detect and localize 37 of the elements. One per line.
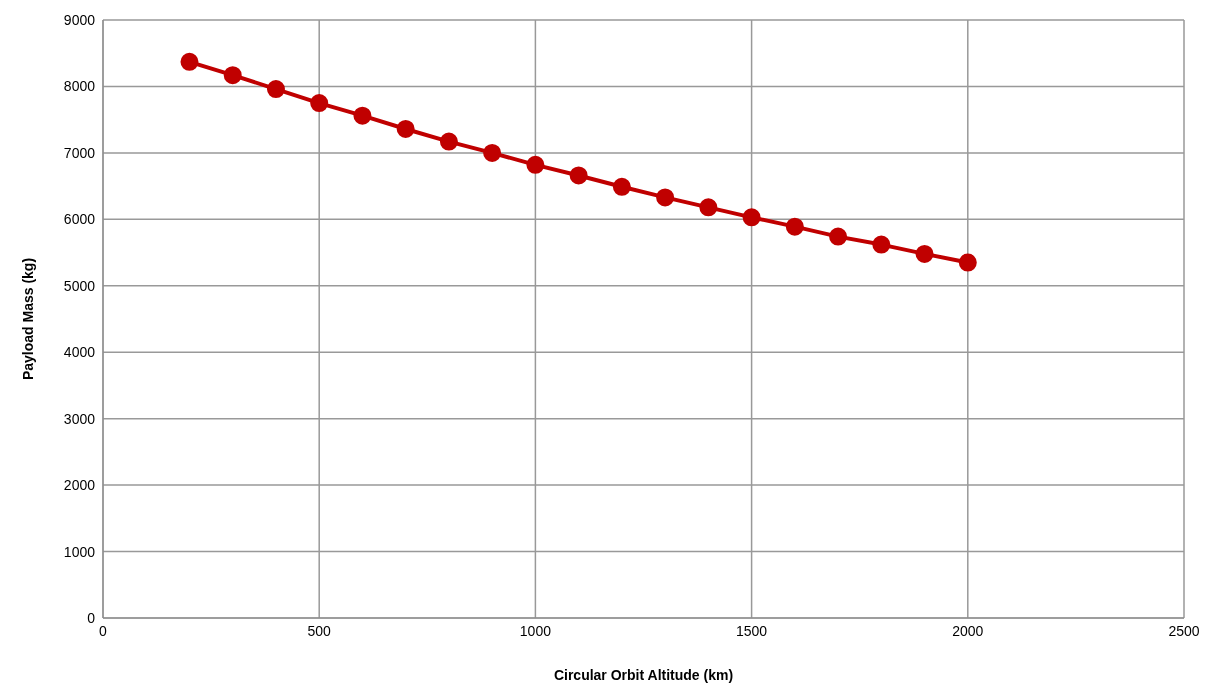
point [266, 80, 285, 99]
x-tick-label: 0 [99, 622, 108, 639]
point [353, 106, 372, 125]
point [483, 143, 502, 162]
y-axis-title: Payload Mass (kg) [19, 257, 36, 381]
y-tick-label: 7000 [63, 144, 96, 161]
x-tick-label: 2000 [952, 622, 984, 639]
point [829, 227, 848, 246]
point [656, 188, 675, 207]
point [742, 208, 761, 227]
point [612, 177, 631, 196]
point [310, 94, 329, 113]
x-tick-label: 500 [307, 622, 332, 639]
y-tick-label: 2000 [63, 477, 96, 494]
point [396, 119, 415, 138]
point [958, 253, 977, 272]
point [915, 244, 934, 263]
y-tick-label: 0 [87, 609, 96, 626]
point [439, 132, 458, 151]
point [872, 235, 891, 254]
point [223, 66, 242, 85]
point [785, 217, 804, 236]
point [180, 52, 199, 71]
point [526, 155, 545, 174]
y-tick-label: 3000 [63, 410, 96, 427]
y-tick-label: 5000 [63, 277, 96, 294]
y-tick-label: 8000 [63, 78, 96, 95]
point [699, 198, 718, 217]
y-tick-label: 1000 [63, 543, 96, 560]
x-tick-label: 1500 [736, 622, 768, 639]
y-tick-label: 6000 [63, 211, 96, 228]
x-tick-label: 2500 [1168, 622, 1200, 639]
x-tick-label: 1000 [519, 622, 552, 639]
y-tick-label: 4000 [63, 344, 96, 361]
x-axis-title: Circular Orbit Altitude (km) [553, 667, 734, 683]
point [569, 166, 588, 185]
y-tick-label: 9000 [63, 11, 96, 28]
